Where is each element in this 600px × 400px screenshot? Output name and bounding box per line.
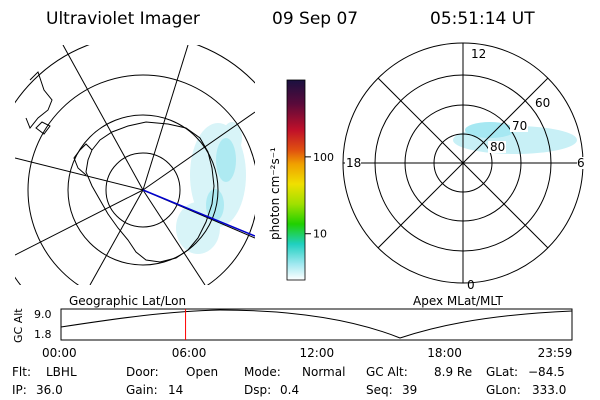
altitude-tick-max: 9.0 [34, 308, 52, 321]
status-value: LBHL [46, 365, 77, 379]
time-label: 05:51:14 UT [430, 9, 535, 29]
status-value: 333.0 [532, 383, 567, 397]
mlt-polar-plot: 12 18 6 0 60 70 80 [342, 42, 587, 292]
colorbar-ticks: 100 10 [305, 151, 334, 241]
latitude-circles [15, 45, 255, 285]
mlat-label-80: 80 [490, 140, 505, 154]
status-label: Gain: [126, 383, 158, 397]
time-tick-label: 18:00 [427, 346, 462, 360]
aurora-emission-left [176, 122, 246, 254]
mlat-label-60: 60 [535, 96, 550, 110]
status-label: Dsp: [244, 383, 272, 397]
status-label: GC Alt: [366, 365, 408, 379]
coastline [85, 121, 215, 263]
status-label: Door: [126, 365, 159, 379]
time-tick-label: 00:00 [42, 346, 77, 360]
time-tick-label: 23:59 [538, 346, 573, 360]
altitude-axis-label: GC Alt [12, 308, 25, 343]
colorbar-tick-label-10: 10 [313, 228, 327, 241]
geographic-map [15, 45, 255, 285]
status-label: IP: [12, 383, 27, 397]
altitude-tick-min: 1.8 [34, 328, 52, 341]
colorbar [286, 79, 306, 281]
status-label: Flt: [12, 365, 31, 379]
time-tick-label: 12:00 [300, 346, 335, 360]
status-value: 14 [168, 383, 184, 397]
status-value: −84.5 [528, 365, 565, 379]
colorbar-unit-label: photon cm⁻²s⁻¹ [268, 147, 282, 240]
mlt-label-12: 12 [471, 47, 486, 61]
time-axis-ticks: 00:00 06:00 12:00 18:00 23:59 [42, 346, 572, 360]
status-label: Seq: [366, 383, 393, 397]
time-tick-label: 06:00 [172, 346, 207, 360]
app-title: Ultraviolet Imager [46, 9, 200, 29]
status-value: 0.4 [280, 383, 300, 397]
mlt-label-18: 18 [346, 156, 361, 170]
altitude-plot: GC Alt 9.0 1.8 00:00 06:00 12:00 18:00 23:59 [12, 308, 573, 360]
status-label: GLat: [486, 365, 519, 379]
left-panel-caption: Geographic Lat/Lon [69, 294, 186, 308]
status-label: GLon: [486, 383, 521, 397]
status-value: 36.0 [36, 383, 63, 397]
date-label: 09 Sep 07 [272, 9, 358, 29]
right-panel-caption: Apex MLat/MLT [413, 294, 503, 308]
colorbar-tick-label-100: 100 [313, 151, 334, 164]
status-value: Open [186, 365, 219, 379]
status-value: 39 [402, 383, 418, 397]
mlt-label-0: 0 [467, 278, 475, 292]
altitude-curve [60, 309, 573, 339]
status-value: Normal [302, 365, 346, 379]
status-value: 8.9 Re [434, 365, 473, 379]
mlt-label-6: 6 [577, 156, 585, 170]
altitude-plot-frame [60, 308, 573, 341]
status-label: Mode: [244, 365, 281, 379]
mlat-label-70: 70 [512, 119, 527, 133]
satellite-track [142, 189, 255, 237]
